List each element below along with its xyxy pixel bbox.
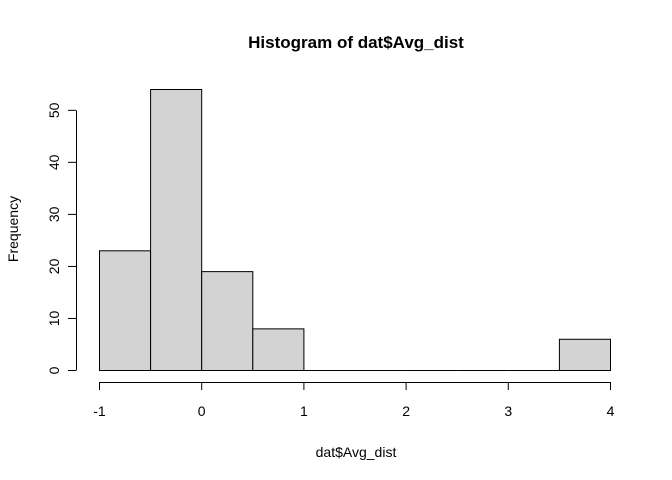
y-tick-label: 50 — [46, 102, 62, 118]
x-tick-label: -1 — [93, 403, 106, 419]
x-tick-label: 0 — [198, 403, 206, 419]
y-tick-label: 40 — [46, 154, 62, 170]
histogram-bar — [150, 89, 203, 371]
y-tick-label: 0 — [46, 366, 62, 374]
y-tick-label: 10 — [46, 310, 62, 326]
x-tick-label: 2 — [402, 403, 410, 419]
histogram-bar — [252, 328, 305, 371]
x-axis-label: dat$Avg_dist — [316, 444, 397, 460]
x-tick-label: 3 — [504, 403, 512, 419]
histogram-bar — [201, 271, 254, 372]
histogram-bar — [558, 338, 612, 371]
y-tick-label: 30 — [46, 206, 62, 222]
y-tick-label: 20 — [46, 258, 62, 274]
x-tick-label: 4 — [607, 403, 615, 419]
bars-group — [99, 89, 612, 372]
chart-title: Histogram of dat$Avg_dist — [248, 33, 464, 52]
histogram-bar — [99, 250, 152, 372]
y-axis: 0 10 20 30 40 50 — [46, 102, 77, 374]
x-tick-label: 1 — [300, 403, 308, 419]
x-axis: -1 0 1 2 3 4 — [93, 382, 615, 419]
y-axis-label: Frequency — [5, 196, 21, 262]
